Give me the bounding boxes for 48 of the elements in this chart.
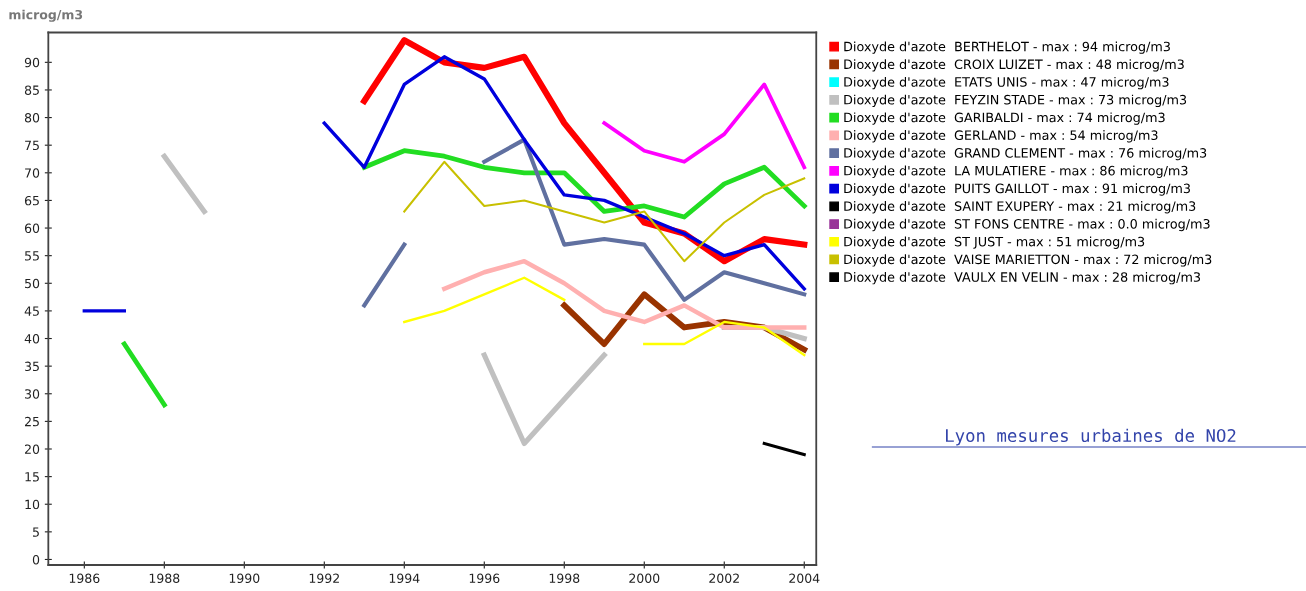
- x-tick-label: 1996: [469, 573, 500, 584]
- x-tick-label: 1992: [309, 573, 339, 584]
- legend-label: Dioxyde d'azote SAINT EXUPERY - max : 21 microg/m3: [844, 201, 1196, 214]
- y-tick-label: 20: [25, 444, 40, 454]
- legend-label: Dioxyde d'azote GERLAND - max : 54 microg/m3: [844, 130, 1158, 143]
- y-tick-label: 15: [25, 472, 39, 482]
- legend-label: Dioxyde d'azote ETATS UNIS - max : 47 microg/m3: [844, 76, 1169, 90]
- line-series: [403, 160, 806, 263]
- y-tick-label: 65: [24, 195, 39, 206]
- x-tick-label: 2004: [789, 573, 820, 584]
- y-tick-label: 25: [25, 416, 39, 427]
- y-tick-label: 60: [24, 223, 40, 233]
- y-tick-label: 75: [25, 140, 39, 151]
- y-tick-label: 10: [25, 499, 40, 510]
- x-tick-label: 1998: [549, 573, 580, 584]
- legend-label: Dioxyde d'azote VAULX EN VELIN - max : 28 microg/m3: [844, 271, 1201, 285]
- x-tick-label: 2002: [709, 573, 739, 584]
- line-series: [602, 82, 807, 170]
- legend-label: Dioxyde d'azote PUITS GAILLOT - max : 91 microg/m3: [844, 183, 1190, 196]
- x-tick-label: 1994: [389, 573, 420, 584]
- y-tick-label: 0: [32, 554, 40, 565]
- x-tick-label: 1986: [69, 573, 100, 584]
- y-tick-label: 85: [24, 85, 39, 95]
- y-tick-label: 70: [25, 168, 40, 178]
- legend-label: Dioxyde d'azote FEYZIN STADE - max : 73 microg/m3: [844, 94, 1187, 108]
- y-tick-label: 40: [24, 333, 40, 344]
- legend-label: Dioxyde d'azote LA MULATIERE - max : 86 microg/m3: [844, 165, 1188, 178]
- y-tick-label: 55: [25, 251, 39, 261]
- y-tick-label: 90: [24, 57, 40, 68]
- x-tick-label: 2000: [629, 573, 660, 584]
- y-tick-label: 30: [25, 389, 40, 399]
- line-series: [442, 258, 807, 330]
- legend-label: Dioxyde d'azote GRAND CLEMENT - max : 76 microg/m3: [844, 147, 1207, 161]
- legend-label: Dioxyde d'azote ST FONS CENTRE - max : 0.0 microg/m3: [844, 218, 1210, 232]
- x-tick-label: 1990: [229, 573, 260, 584]
- legend-label: Dioxyde d'azote VAISE MARIETTON - max : 72 microg/m3: [844, 254, 1212, 267]
- y-axis-title: microg/m3: [9, 9, 83, 22]
- x-tick-label: 1988: [149, 573, 180, 584]
- legend-label: Dioxyde d'azote ST JUST - max : 51 microg/m3: [844, 236, 1145, 249]
- y-tick-label: 45: [24, 306, 39, 316]
- text: Lyon mesures urbaines de NO2: [946, 428, 1236, 446]
- legend-label: Dioxyde d'azote GARIBALDI - max : 74 microg/m3: [844, 112, 1165, 125]
- legend-label: Dioxyde d'azote BERTHELOT - max : 94 microg/m3: [844, 41, 1170, 54]
- y-tick-label: 5: [33, 527, 39, 537]
- y-tick-label: 50: [25, 278, 40, 289]
- y-tick-label: 35: [25, 361, 39, 372]
- legend-label: Dioxyde d'azote CROIX LUIZET - max : 48 microg/m3: [844, 59, 1184, 72]
- y-tick-label: 80: [24, 113, 40, 123]
